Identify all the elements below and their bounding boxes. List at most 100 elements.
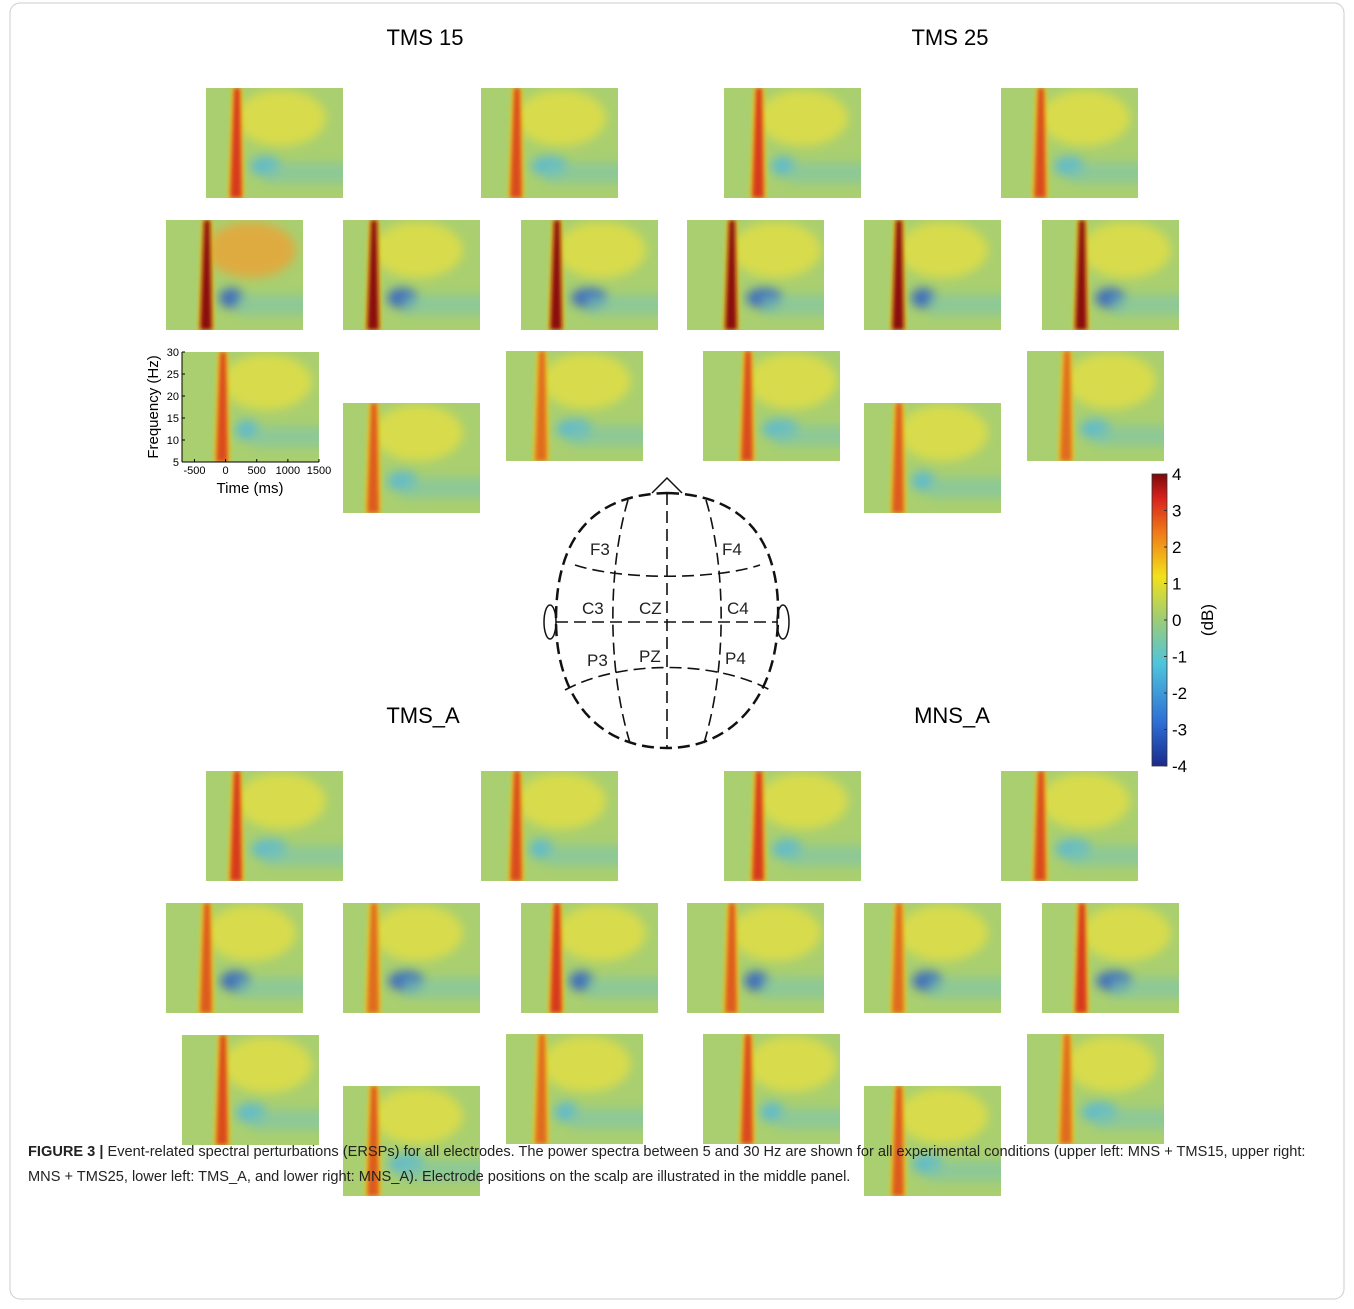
y-tick-label: 25 [167, 369, 179, 381]
stripe [741, 351, 753, 461]
electrode-label: P4 [725, 649, 746, 668]
blob [898, 405, 988, 461]
blob [1070, 163, 1138, 183]
electrode-label: C4 [727, 599, 749, 618]
colorbar-label: (dB) [1198, 604, 1217, 636]
ersp-panel [724, 88, 861, 198]
stripe [892, 403, 904, 513]
blob [731, 222, 821, 278]
ersp-panel [166, 903, 303, 1013]
electrode-label: CZ [639, 599, 662, 618]
blob [266, 846, 343, 866]
electrode-label: P3 [587, 651, 608, 670]
ersp-panel [1001, 771, 1138, 881]
blob [206, 905, 296, 961]
ersp-panel [1042, 220, 1179, 330]
ersp-panel [1027, 1034, 1164, 1144]
ersp-panel [703, 1034, 840, 1144]
blob [898, 1088, 988, 1144]
blob [761, 295, 824, 315]
ersp-panel [481, 88, 618, 198]
y-tick-label: 15 [167, 413, 179, 425]
stripe [725, 220, 737, 330]
blob [373, 905, 463, 961]
blob [222, 1037, 312, 1093]
stripe [230, 771, 242, 881]
blob [928, 978, 1001, 998]
stripe [1034, 88, 1046, 198]
blob [1096, 426, 1164, 446]
blob [541, 353, 631, 409]
stripe [535, 1034, 547, 1144]
blob [556, 905, 646, 961]
stripe [200, 220, 212, 330]
ersp-panel [864, 220, 1001, 330]
blob [403, 978, 480, 998]
colorbar-tick-label: -2 [1172, 684, 1187, 703]
blob [747, 353, 837, 409]
caption-label: FIGURE 3 | [28, 1144, 104, 1160]
colorbar-tick-label: 3 [1172, 502, 1181, 521]
colorbar-tick-label: -1 [1172, 648, 1187, 667]
colorbar-tick-label: -4 [1172, 757, 1187, 776]
stripe [510, 771, 522, 881]
ersp-panel [703, 351, 840, 461]
blob [586, 978, 658, 998]
blob [546, 163, 618, 183]
colorbar-tick-label: 2 [1172, 538, 1181, 557]
blob [373, 405, 463, 461]
blob [586, 295, 658, 315]
stripe [892, 903, 904, 1013]
x-tick-label: 500 [248, 465, 266, 477]
blob [403, 478, 480, 498]
y-tick-label: 20 [167, 391, 179, 403]
y-axis-label: Frequency (Hz) [145, 355, 162, 458]
blob [222, 354, 312, 410]
blob [928, 295, 1001, 315]
blob [252, 427, 319, 447]
blob [571, 1109, 643, 1129]
group-title: TMS 15 [386, 25, 463, 50]
stripe [892, 220, 904, 330]
ersp-panel [687, 220, 824, 330]
ersp-panel [521, 220, 658, 330]
stripe [1075, 220, 1087, 330]
electrode-label: PZ [639, 647, 661, 666]
colorbar-tick-label: 4 [1172, 465, 1181, 484]
colorbar-tick-label: 0 [1172, 611, 1181, 630]
group-title: TMS 25 [911, 25, 988, 50]
ersp-panel [182, 1035, 319, 1145]
electrode-label: F4 [722, 540, 742, 559]
stripe [550, 220, 562, 330]
stripe [510, 88, 522, 198]
ersp-panel [864, 403, 1001, 513]
blob [1081, 905, 1171, 961]
blob [1111, 978, 1179, 998]
ersp-panel [343, 403, 480, 513]
blob [266, 163, 343, 183]
blob [373, 1088, 463, 1144]
blob [1066, 353, 1156, 409]
blob [1070, 846, 1138, 866]
ersp-panel [343, 220, 480, 330]
y-tick-label: 30 [167, 347, 179, 359]
caption-text: Event-related spectral perturbations (ER… [28, 1144, 1306, 1185]
stripe [216, 1035, 228, 1145]
stripe [1075, 903, 1087, 1013]
blob [236, 978, 303, 998]
stripe [752, 88, 764, 198]
stripe [550, 903, 562, 1013]
stripe [1034, 771, 1046, 881]
stripe [892, 1086, 904, 1196]
ersp-panel [724, 771, 861, 881]
blob [403, 1161, 480, 1181]
stripe [200, 903, 212, 1013]
stripe [1060, 351, 1072, 461]
blob [236, 773, 326, 829]
blob [571, 426, 643, 446]
ersp-panel [343, 1086, 480, 1196]
x-tick-label: -500 [183, 465, 205, 477]
stripe [367, 903, 379, 1013]
y-tick-label: 10 [167, 435, 179, 447]
